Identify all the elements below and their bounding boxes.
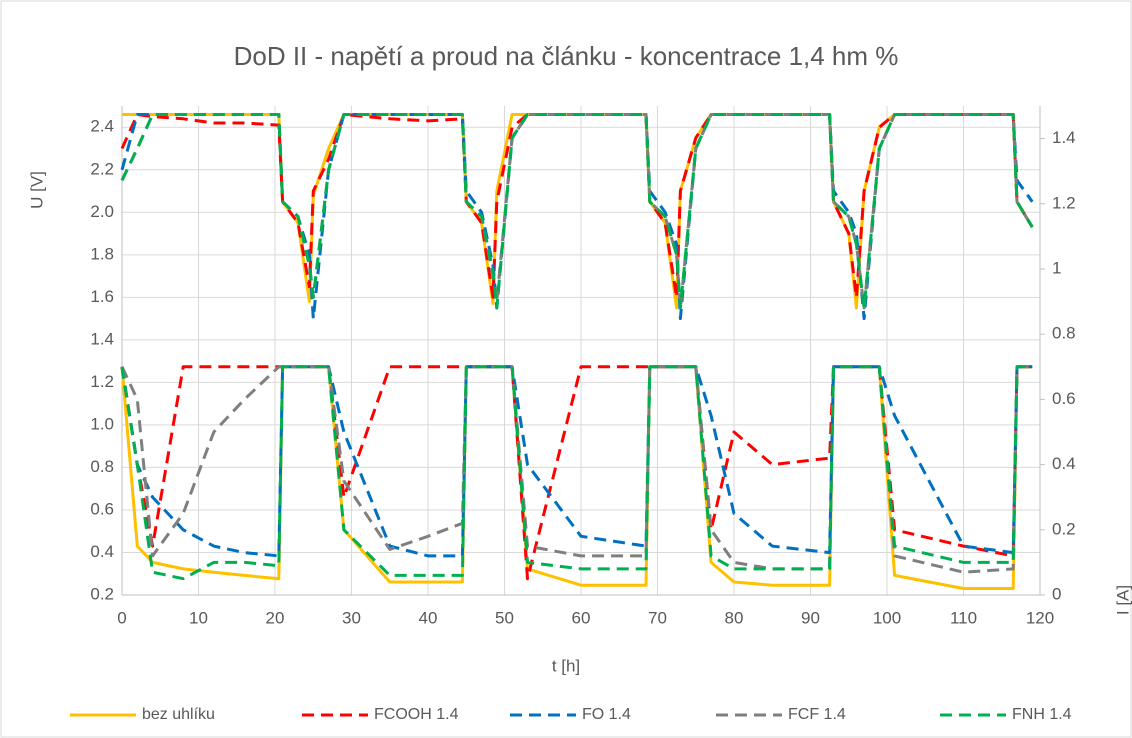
x-tick-label: 110 [950, 608, 977, 627]
y-tick-label: 1.6 [90, 287, 114, 306]
x-tick-label: 40 [419, 608, 438, 627]
x-tick-label: 70 [648, 608, 667, 627]
y2-axis-label: I [A] [1113, 585, 1132, 615]
x-tick-label: 90 [801, 608, 820, 627]
legend-label: FO 1.4 [582, 706, 631, 723]
legend-label: FNH 1.4 [1012, 706, 1072, 723]
legend-label: bez uhlíku [142, 706, 215, 723]
y-tick-label: 0.8 [90, 457, 114, 476]
x-tick-label: 30 [342, 608, 361, 627]
current-line [120, 365, 1033, 558]
y-tick-label: 1.8 [90, 244, 114, 263]
y-tick-label: 0.6 [90, 499, 114, 518]
y-tick-label: 1.0 [90, 414, 114, 433]
y-tick-label: 0.4 [90, 542, 114, 561]
y2-tick-label: 0 [1052, 584, 1061, 603]
x-tick-label: 100 [873, 608, 901, 627]
y2-tick-label: 1 [1052, 258, 1061, 277]
x-tick-label: 120 [1026, 608, 1054, 627]
x-tick-label: 20 [266, 608, 285, 627]
current-line [120, 365, 1033, 581]
x-tick-label: 0 [117, 608, 126, 627]
y2-tick-label: 0.8 [1052, 324, 1076, 343]
x-tick-label: 80 [725, 608, 744, 627]
x-tick-label: 50 [495, 608, 514, 627]
x-tick-label: 60 [572, 608, 591, 627]
y-tick-label: 1.4 [90, 329, 114, 348]
y-axis-label: U [V] [27, 171, 46, 209]
y-tick-label: 1.2 [90, 372, 114, 391]
y2-tick-label: 1.2 [1052, 193, 1076, 212]
y2-tick-label: 1.4 [1052, 128, 1076, 147]
voltage-line [120, 113, 1034, 310]
legend-label: FCOOH 1.4 [374, 706, 459, 723]
x-tick-label: 10 [189, 608, 208, 627]
y-tick-label: 0.2 [90, 584, 114, 603]
chart-title: DoD II - napětí a proud na článku - konc… [234, 41, 899, 71]
legend-label: FCF 1.4 [788, 706, 846, 723]
y2-tick-label: 0.4 [1052, 454, 1076, 473]
y-tick-label: 2.0 [90, 202, 114, 221]
y-tick-label: 2.4 [90, 117, 114, 136]
y-tick-label: 2.2 [90, 159, 114, 178]
y2-tick-label: 0.2 [1052, 519, 1076, 538]
y2-tick-label: 0.6 [1052, 389, 1076, 408]
x-axis-label: t [h] [552, 656, 580, 675]
